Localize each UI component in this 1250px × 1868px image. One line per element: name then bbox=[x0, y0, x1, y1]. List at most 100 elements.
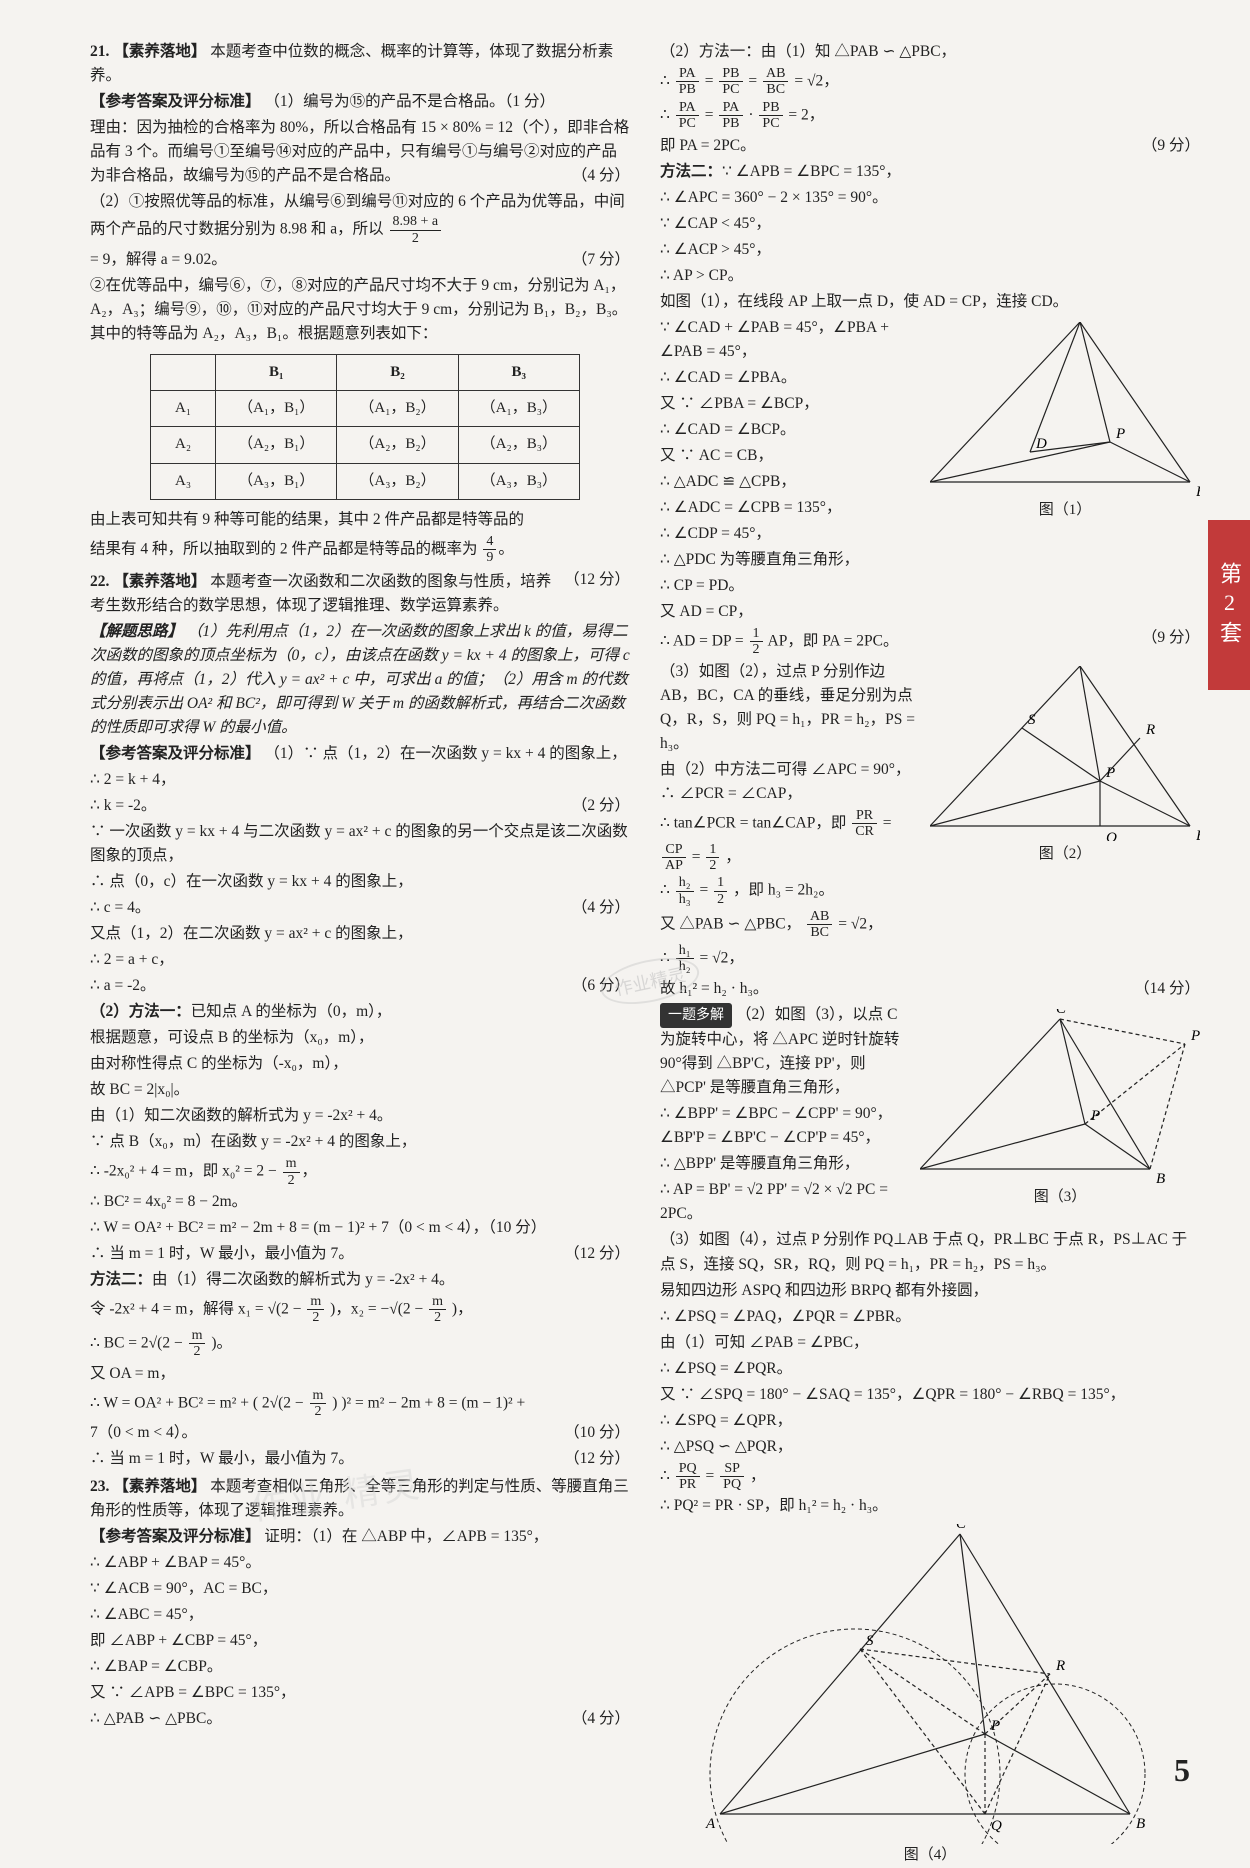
table-cell: （A₂，B₂） bbox=[337, 427, 458, 463]
q22-m2-b: 令 -2x² + 4 = m，解得 x₁ = √(2 − m2 )，x₂ = −… bbox=[90, 1294, 630, 1326]
n: 1 bbox=[750, 626, 763, 642]
q22-a4: ∵ 一次函数 y = kx + 4 与二次函数 y = ax² + c 的图象的… bbox=[90, 820, 630, 868]
q23-a8-text: ∴ △PAB ∽ △PBC。 bbox=[90, 1710, 222, 1727]
svg-text:D: D bbox=[1035, 436, 1047, 452]
m2-label: 方法二： bbox=[660, 163, 722, 180]
r4: 即 PA = 2PC。（9 分） bbox=[660, 134, 1200, 158]
q21-p4: ②在优等品中，编号⑥，⑦，⑧对应的产品尺寸均不大于 9 cm，分别记为 A₁，A… bbox=[90, 274, 630, 346]
q22-m2-f: 7（0 < m < 4）。（10 分） bbox=[90, 1421, 630, 1445]
q23-answer-label: 【参考答案及评分标准】 bbox=[90, 1528, 261, 1545]
svg-text:R: R bbox=[1055, 1658, 1065, 1674]
n: PA bbox=[676, 100, 699, 116]
d: BC bbox=[807, 925, 832, 940]
r35: （3）如图（4），过点 P 分别作 PQ⊥AB 于点 Q，PR⊥BC 于点 R，… bbox=[660, 1228, 1200, 1276]
r22-score: （9 分） bbox=[1142, 626, 1200, 650]
n: AB bbox=[807, 909, 832, 925]
r8: ∴ ∠ACP > 45°， bbox=[660, 238, 1200, 262]
f10: h₂h₃ bbox=[674, 875, 696, 907]
q22-m1-j-score: （12 分） bbox=[564, 1242, 630, 1266]
d: PQ bbox=[720, 1477, 744, 1492]
svg-text:P: P bbox=[990, 1718, 1000, 1734]
d: AP bbox=[662, 858, 686, 873]
q22-m2-c2: )。 bbox=[211, 1334, 232, 1351]
table-cell: （A₂，B₃） bbox=[458, 427, 579, 463]
n: PQ bbox=[676, 1461, 700, 1477]
r22: ∴ AD = DP = 12 AP，即 PA = 2PC。 （9 分） bbox=[660, 626, 1200, 658]
r26c: ， bbox=[725, 848, 741, 865]
q23-a8: ∴ △PAB ∽ △PBC。（4 分） bbox=[90, 1707, 630, 1731]
r22-frac: 12 bbox=[748, 626, 765, 658]
figure-2: ABCPQRS bbox=[930, 666, 1200, 841]
q23-a1-line: 【参考答案及评分标准】 证明：（1）在 △ABP 中，∠APB = 135°， bbox=[90, 1525, 630, 1549]
fig3-caption: 图（3） bbox=[920, 1186, 1200, 1209]
r1: （2）方法一：由（1）知 △PAB ∽ △PBC， bbox=[660, 40, 1200, 64]
q22-m2-c1: ∴ BC = 2√(2 − bbox=[90, 1334, 183, 1351]
q21-p2: 理由：因为抽检的合格率为 80%，所以合格品有 15 × 80% = 12（个）… bbox=[90, 116, 630, 188]
r40: 又 ∵ ∠SPQ = 180° − ∠SAQ = 135°，∠QPR = 180… bbox=[660, 1383, 1200, 1407]
q22-a3: ∴ k = -2。（2 分） bbox=[90, 794, 630, 818]
q22-m1-h: ∴ BC² = 4x₀² = 8 − 2m。 bbox=[90, 1190, 630, 1214]
f4: PAPC bbox=[674, 100, 701, 132]
d: PC bbox=[759, 116, 782, 131]
frac-num: m bbox=[429, 1294, 446, 1310]
q22-m2-d: 又 OA = m， bbox=[90, 1362, 630, 1386]
table-cell: （A₃，B₂） bbox=[337, 463, 458, 499]
q23-a7: 又 ∵ ∠APB = ∠BPC = 135°， bbox=[90, 1681, 630, 1705]
q22-m2-b3: )， bbox=[452, 1300, 473, 1317]
q22-a3-text: ∴ k = -2。 bbox=[90, 797, 156, 814]
d: CR bbox=[852, 824, 877, 839]
q22-m1-g2: ， bbox=[302, 1163, 318, 1180]
svg-text:B: B bbox=[1156, 1171, 1165, 1184]
q22-m2-label: 方法二： bbox=[90, 1271, 152, 1288]
frac-den: 2 bbox=[429, 1310, 446, 1325]
d: PC bbox=[676, 116, 699, 131]
r3c: · bbox=[748, 106, 757, 123]
r25a: ∴ tan∠PCR = tan∠CAP，即 bbox=[660, 814, 846, 831]
frac-den: 2 bbox=[307, 1310, 324, 1325]
q21-label: 【素养落地】 bbox=[113, 43, 206, 60]
r44: ∴ PQ² = PR · SP，即 h₁² = h₂ · h₃。 bbox=[660, 1494, 1200, 1518]
f5: PAPB bbox=[717, 100, 744, 132]
d: PC bbox=[719, 82, 742, 97]
table-cell: A₁ bbox=[151, 391, 216, 427]
table-cell: A₂ bbox=[151, 427, 216, 463]
q22-a1: （1）∵ 点（1，2）在一次函数 y = kx + 4 的图象上， bbox=[264, 745, 626, 762]
r2b: = bbox=[705, 72, 718, 89]
frac-den: 2 bbox=[390, 231, 442, 246]
n: PR bbox=[852, 808, 877, 824]
q21-number: 21. bbox=[90, 43, 109, 60]
q21-block: 21.【素养落地】 本题考查中位数的概念、概率的计算等，体现了数据分析素养。 bbox=[90, 40, 630, 88]
r26b: = bbox=[692, 848, 705, 865]
r41: ∴ ∠SPQ = ∠QPR， bbox=[660, 1409, 1200, 1433]
frac-num: m bbox=[189, 1328, 206, 1344]
q22-label: 【素养落地】 bbox=[113, 573, 206, 590]
n: 1 bbox=[706, 842, 719, 858]
figure-1-wrap: ABCPD 图（1） bbox=[930, 316, 1200, 528]
fig2-caption: 图（2） bbox=[930, 843, 1200, 866]
q23-a6: ∴ ∠BAP = ∠CBP。 bbox=[90, 1655, 630, 1679]
svg-text:R: R bbox=[1145, 722, 1155, 738]
q22-m2-frac3: m2 bbox=[187, 1328, 208, 1360]
f6: PBPC bbox=[757, 100, 784, 132]
q22-m2-c: ∴ BC = 2√(2 − m2 )。 bbox=[90, 1328, 630, 1360]
r5: ∵ ∠APB = ∠BPC = 135°， bbox=[722, 163, 901, 180]
r28b: = √2， bbox=[838, 916, 882, 933]
n: PA bbox=[676, 66, 699, 82]
frac-den: 2 bbox=[189, 1344, 206, 1359]
r42: ∴ △PSQ ∽ △PQR， bbox=[660, 1435, 1200, 1459]
r4-score: （9 分） bbox=[1142, 134, 1200, 158]
q21-frac: 8.98 + a2 bbox=[388, 214, 444, 246]
svg-text:S: S bbox=[866, 1633, 874, 1649]
d: 2 bbox=[750, 642, 763, 657]
r2d: = √2， bbox=[794, 72, 838, 89]
r43: ∴ PQPR = SPPQ ， bbox=[660, 1461, 1200, 1493]
n: PB bbox=[719, 66, 742, 82]
d: 2 bbox=[714, 892, 727, 907]
q22-a6: ∴ c = 4。（4 分） bbox=[90, 896, 630, 920]
frac-num: m bbox=[283, 1156, 300, 1172]
f8: CPAP bbox=[660, 842, 688, 874]
r2a: ∴ bbox=[660, 72, 670, 89]
frac-den: 9 bbox=[483, 550, 496, 565]
q22-m1-label: （2）方法一： bbox=[90, 1003, 191, 1020]
q23-a3: ∵ ∠ACB = 90°，AC = BC， bbox=[90, 1577, 630, 1601]
